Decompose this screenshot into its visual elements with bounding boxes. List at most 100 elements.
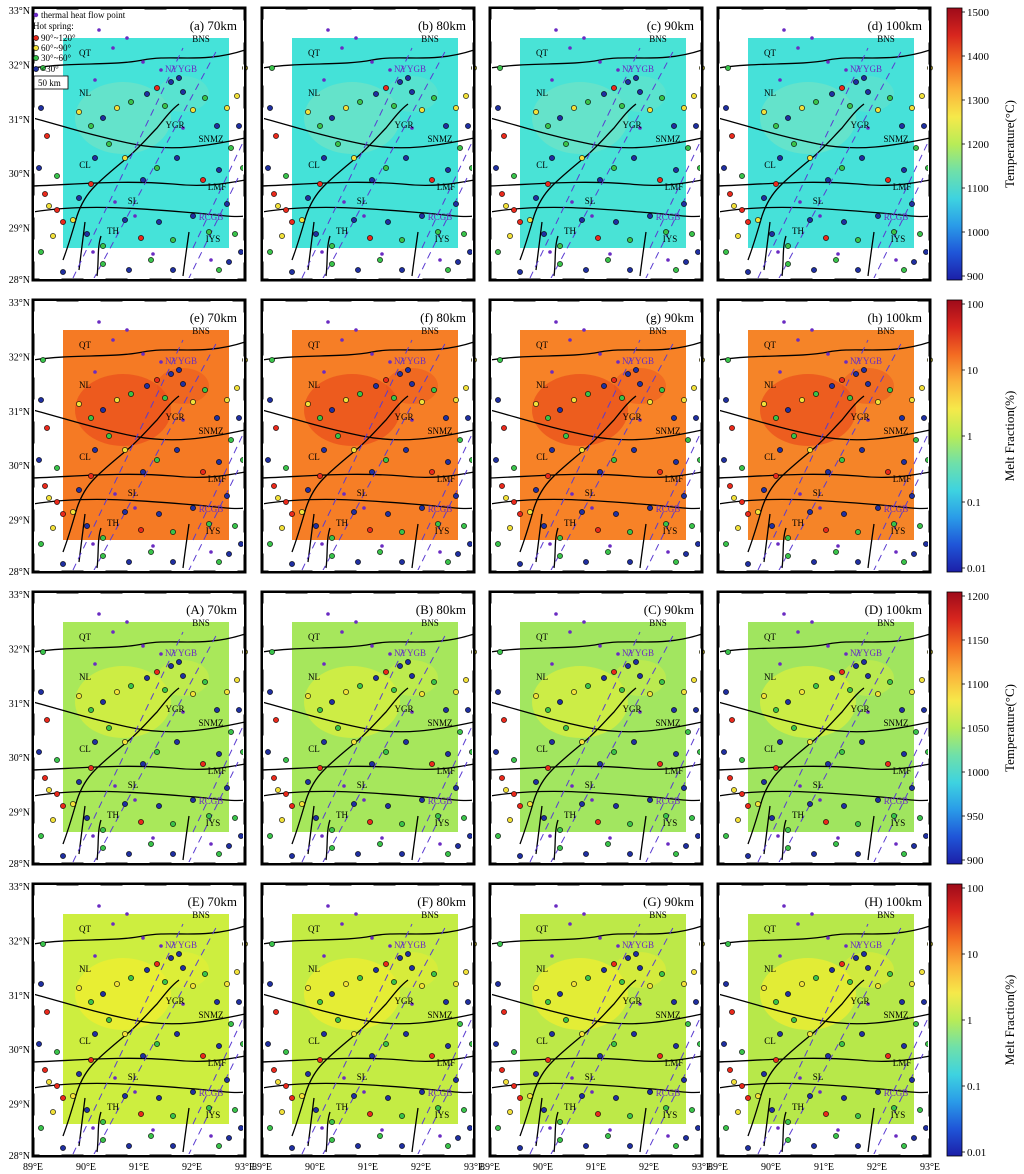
heat-flow-point <box>638 126 642 130</box>
tectonic-label: SNMZ <box>427 1010 452 1020</box>
fault-line <box>867 231 875 277</box>
hot-spring-point <box>100 827 106 833</box>
hot-spring-point <box>126 1143 132 1149</box>
map-frame-pattern <box>491 593 701 863</box>
hot-spring-point <box>671 707 677 713</box>
hot-spring-point <box>901 1043 907 1049</box>
heat-flow-point <box>322 954 326 958</box>
hot-spring-point <box>42 775 48 781</box>
hot-spring-point <box>50 233 56 239</box>
fault-line <box>411 231 419 277</box>
hot-spring-point <box>234 969 240 975</box>
tectonic-label: TH <box>564 810 576 820</box>
hot-spring-point <box>273 425 279 431</box>
hot-spring-point <box>202 679 208 685</box>
hot-spring-point <box>409 965 415 971</box>
fault-line <box>519 395 637 553</box>
hot-spring-point <box>269 941 275 947</box>
heat-flow-point <box>826 936 830 940</box>
hot-spring-point <box>625 955 631 961</box>
hot-spring-point <box>545 181 551 187</box>
hot-spring-point <box>761 487 767 493</box>
hot-spring-point <box>923 833 929 839</box>
tectonic-label: RCGB <box>884 796 909 806</box>
tectonic-label: SNMZ <box>427 426 452 436</box>
hot-spring-point <box>493 457 499 463</box>
hot-spring-point <box>76 779 82 785</box>
hot-spring-point <box>633 75 639 81</box>
lon-tick-label: 91°E <box>814 1162 834 1173</box>
rift-dashed-line <box>529 339 641 571</box>
tectonic-label: LMF <box>437 474 456 484</box>
tectonic-label: TH <box>792 1102 804 1112</box>
panel-title: (C) 90km <box>644 602 694 617</box>
hot-spring-point <box>351 801 357 807</box>
tectonic-label: QT <box>308 632 320 642</box>
hot-spring-point <box>214 999 220 1005</box>
hot-spring-point <box>861 951 867 957</box>
hot-spring-point <box>497 357 503 363</box>
hot-spring-point <box>76 195 82 201</box>
heat-flow-point <box>91 1126 95 1130</box>
hot-spring-point <box>875 399 881 405</box>
fault-line <box>32 206 246 218</box>
hot-spring-point <box>761 985 767 991</box>
hot-spring-point <box>92 1031 98 1037</box>
hot-spring-point <box>495 1125 501 1131</box>
hot-spring-point <box>399 1143 405 1149</box>
hot-spring-point <box>691 93 697 99</box>
hot-spring-point <box>383 457 389 463</box>
rift-dashed-line <box>649 137 703 249</box>
heat-flow-point <box>159 68 163 72</box>
hot-spring-point <box>357 683 363 689</box>
tectonic-label: SL <box>357 780 368 790</box>
hot-spring-point <box>685 437 691 443</box>
fault-line <box>489 179 703 187</box>
hot-spring-point <box>725 357 731 363</box>
panel-title: (B) 80km <box>416 602 466 617</box>
hot-spring-point <box>122 447 128 453</box>
hot-spring-point <box>613 219 619 225</box>
hot-spring-point <box>495 689 501 695</box>
colorbar-tick-label: 1 <box>967 1015 973 1027</box>
tectonic-label: CL <box>536 452 548 462</box>
hot-spring-point <box>168 371 174 377</box>
hot-spring-point <box>695 1125 701 1131</box>
hot-spring-point <box>216 1043 222 1049</box>
lon-tick-label: 93°E <box>464 1162 484 1173</box>
heat-flow-point <box>159 360 163 364</box>
heat-flow-point <box>133 1090 137 1094</box>
tectonic-label: YGR <box>165 996 184 1006</box>
fault-line <box>32 409 246 441</box>
hot-spring-point <box>527 1093 533 1099</box>
hot-spring-point <box>329 407 335 413</box>
hot-spring-point <box>923 249 929 255</box>
tectonic-label: SL <box>128 488 139 498</box>
map-frame <box>260 882 476 1158</box>
lon-tick-label: 90°E <box>305 1162 325 1173</box>
hot-spring-point <box>909 1077 915 1083</box>
heat-flow-point <box>782 28 786 32</box>
heat-flow-point <box>844 68 848 72</box>
hot-spring-point <box>839 961 845 967</box>
hot-spring-point <box>839 749 845 755</box>
hot-spring-point <box>38 689 44 695</box>
hot-spring-point <box>54 499 60 505</box>
hot-spring-point <box>913 437 919 443</box>
heat-flow-point <box>798 1076 802 1080</box>
hot-spring-point <box>455 551 461 557</box>
hot-spring-point <box>383 85 389 91</box>
lat-tick-label: 29°N <box>9 516 30 527</box>
heat-flow-point <box>151 544 155 548</box>
hot-spring-point <box>148 549 154 555</box>
hot-spring-point <box>901 559 907 565</box>
heat-flow-point <box>616 360 620 364</box>
rift-dashed-line <box>872 469 924 573</box>
heat-flow-point <box>380 1128 384 1132</box>
heat-flow-point <box>380 252 384 256</box>
rift-dashed-line <box>321 631 448 865</box>
tectonic-label: YGR <box>394 412 413 422</box>
rift-dashed-line <box>777 339 904 573</box>
hot-spring-point <box>511 757 517 763</box>
